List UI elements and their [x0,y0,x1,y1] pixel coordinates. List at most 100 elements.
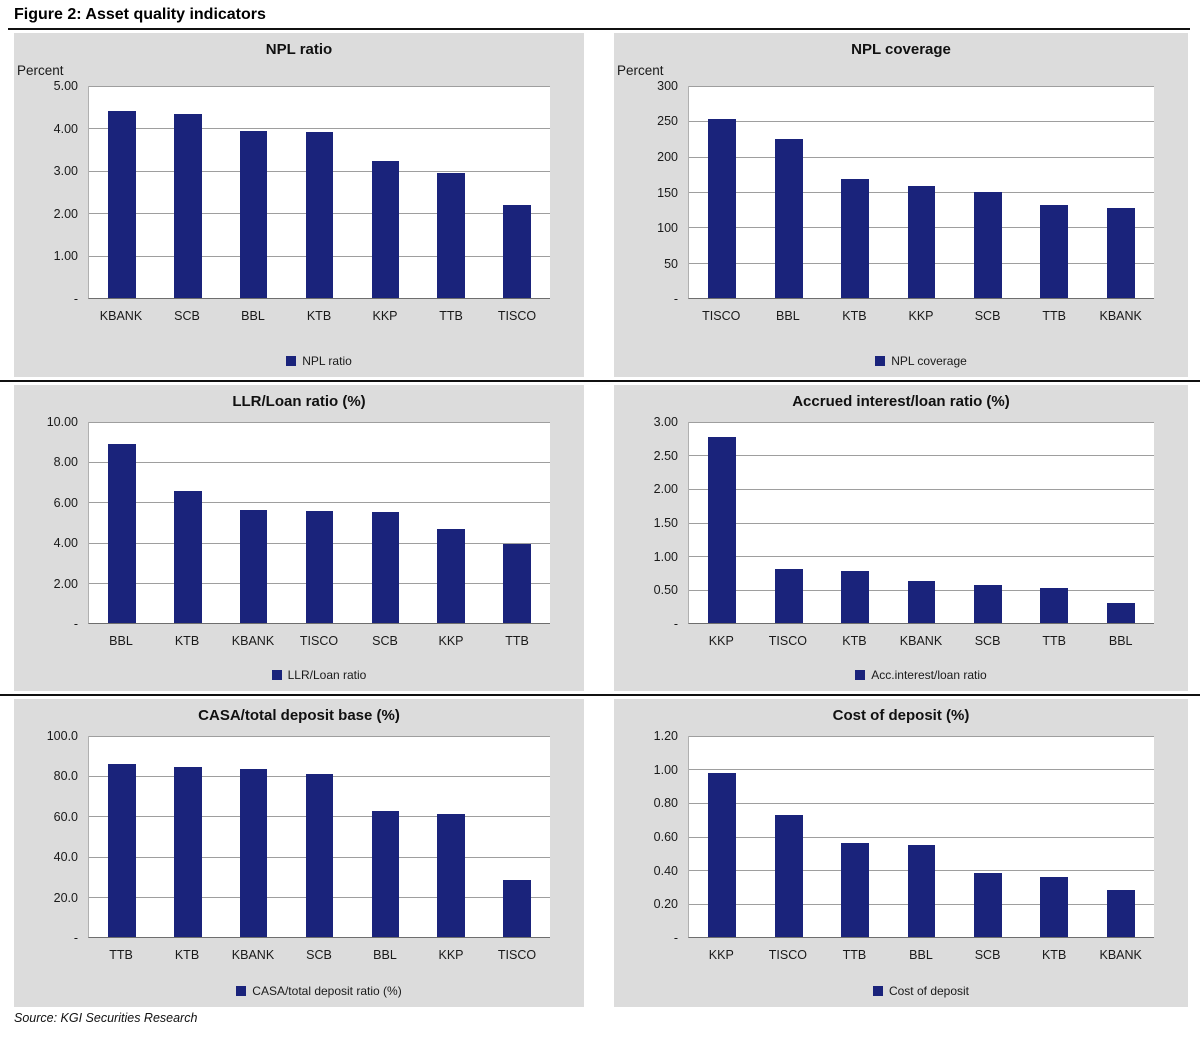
bar-kkp [708,436,737,623]
bar-slot [1021,736,1087,937]
bar-ttb [437,172,466,298]
chart-title: Cost of deposit (%) [832,707,970,724]
x-tick-label: KTB [306,309,332,323]
bar-kkp [708,772,737,937]
plot-area [688,86,1154,299]
x-tick-label: BBL [109,634,133,648]
row-divider [0,380,1200,382]
x-axis-labels: KBANK SCB BBL KTB KKP TTB TISCO [88,299,550,329]
y-tick-label: 1.20 [653,729,678,743]
gridline [89,422,550,423]
bar-series [89,422,550,623]
y-tick-label: 200 [657,149,678,164]
y-tick-label: 100 [657,220,678,235]
bar-scb [371,512,400,623]
y-tick-label: 2.00 [53,576,78,591]
chart-panel-npl-ratio: NPL ratio Percent 5.00 4.00 3.00 2.00 1.00 - … [14,33,584,377]
x-tick-label: KTB [842,634,867,648]
y-tick-label: 2.50 [653,448,678,463]
x-tick-label: KTB [174,634,200,648]
chart-title: NPL coverage [851,41,951,58]
plot-area [88,736,550,938]
gridline [89,462,550,464]
bar-slot [1088,736,1154,937]
x-tick-label: BBL [1108,634,1133,648]
y-tick-label: 2.00 [53,206,78,221]
bar-ktb [841,179,869,298]
bar-bbl [371,811,400,937]
y-tick-label: 2.00 [653,482,678,497]
bar-bbl [1106,602,1135,623]
bar-ktb [841,571,869,623]
bar-series [689,422,1154,623]
bar-slot [287,736,353,937]
x-axis-labels: KKP TISCO TTB BBL SCB KTB KBANK [688,938,1154,968]
y-tick-label: 0.20 [653,897,678,912]
chart-title: NPL ratio [265,41,333,58]
bar-slot [484,736,550,937]
bar-slot [221,86,287,298]
legend-swatch-icon [286,356,297,366]
x-tick-label: BBL [776,309,800,323]
bar-tisco [774,814,803,937]
bar-slot [955,86,1021,298]
bar-slot [689,86,755,298]
x-tick-label: TTB [439,309,463,323]
bar-kkp [907,186,936,298]
chart-area: 1.20 1.00 0.80 0.60 0.40 0.20 - KKP TISCO TTB BBL… [614,729,1154,968]
gridline [89,86,550,87]
bar-slot [221,422,287,623]
chart-area: 3.00 2.50 2.00 1.50 1.00 0.50 - KKP TISCO KTB KBA… [614,415,1154,654]
y-tick-label: 80.0 [53,769,78,784]
chart-panel-cost-of-deposit: Cost of deposit (%) 1.20 1.00 0.80 0.60 0.40… [614,699,1188,1007]
plot-area [688,736,1154,938]
y-axis-labels: 300 250 200 150 100 50 - [614,79,688,306]
bar-slot [418,86,484,298]
x-tick-label: SCB [372,634,398,648]
bar-series [689,86,1154,298]
x-tick-label: TISCO [702,309,741,323]
x-tick-label: SCB [974,309,1001,323]
y-tick-label: 1.00 [653,549,678,564]
x-tick-label: KKP [908,309,934,323]
bar-slot [1088,422,1154,623]
bar-kbank [239,769,268,937]
y-tick-label: 1.00 [653,762,678,777]
y-tick-label: - [73,931,78,945]
bar-slot [822,422,888,623]
legend-label: NPL ratio [302,354,352,368]
gridline [89,128,550,130]
chart-row-3: CASA/total deposit base (%) 100.0 80.0 60.… [14,699,1188,1007]
chart-title: Accrued interest/loan ratio (%) [792,393,1010,410]
x-tick-label: KKP [708,948,734,962]
x-tick-label: TTB [1042,309,1066,323]
gridline [689,522,1154,524]
legend: NPL ratio [88,354,550,368]
bar-ktb [1040,876,1069,937]
y-tick-label: 8.00 [53,455,78,470]
bar-slot [418,736,484,937]
bar-slot [484,422,550,623]
bar-slot [89,422,155,623]
x-tick-label: SCB [174,309,200,323]
header-divider [8,28,1190,30]
bar-scb [973,873,1002,937]
x-tick-label: SCB [974,634,1001,648]
x-tick-label: SCB [306,948,332,962]
bar-slot [155,86,221,298]
gridline [689,422,1154,423]
y-axis-labels: 3.00 2.50 2.00 1.50 1.00 0.50 - [614,415,688,631]
x-tick-label: KTB [842,309,867,323]
y-tick-label: 4.00 [53,536,78,551]
y-axis-unit-label: Percent [617,63,664,78]
bar-slot [1088,86,1154,298]
x-tick-label: TISCO [299,634,339,648]
bar-slot [1021,422,1087,623]
legend-swatch-icon [236,986,247,996]
x-tick-label: TISCO [768,948,807,962]
y-tick-label: 100.0 [46,729,78,743]
bar-slot [888,736,954,937]
bar-slot [822,736,888,937]
chart-panel-accrued-interest-loan-ratio: Accrued interest/loan ratio (%) 3.00 2.50… [614,385,1188,691]
bar-series [89,86,550,298]
